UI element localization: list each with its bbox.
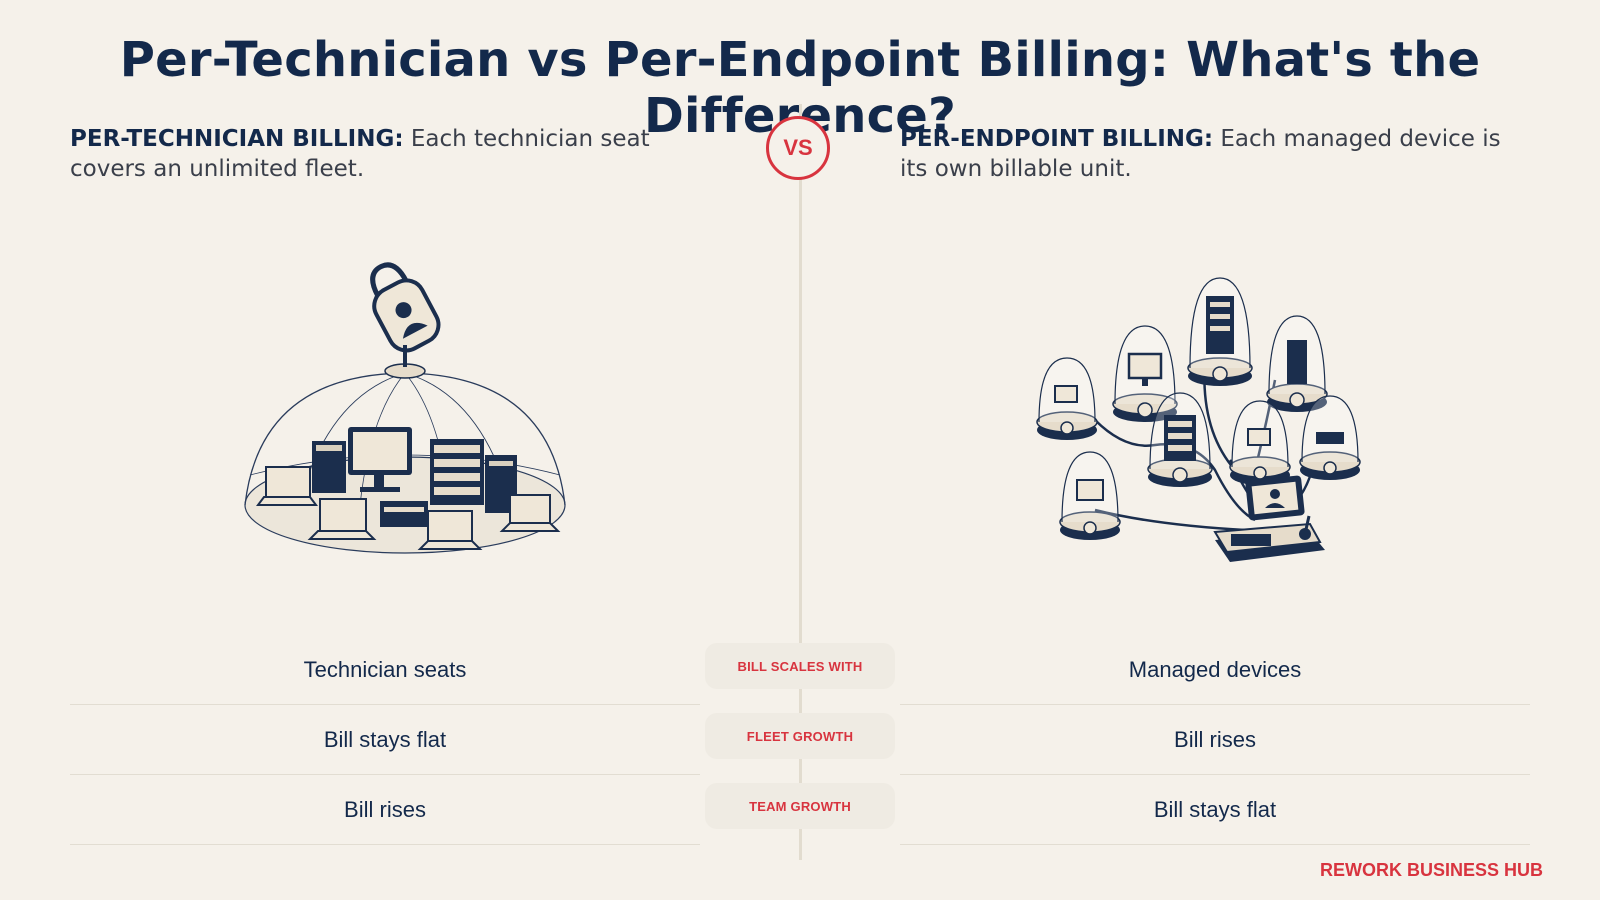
left-heading-text: Each technician seat covers an unlimited… xyxy=(70,126,650,182)
padlock-dome-illustration xyxy=(244,262,566,554)
right-row-fleet: Bill rises xyxy=(900,705,1530,775)
technician-console xyxy=(1213,475,1325,562)
left-heading: PER-TECHNICIAN BILLING: Each technician … xyxy=(70,124,700,184)
left-row-team: Bill rises xyxy=(70,775,700,845)
device-domes xyxy=(1036,277,1361,540)
right-heading-lead: PER-ENDPOINT BILLING: xyxy=(900,126,1214,152)
label-bill-scales-with: BILL SCALES WITH xyxy=(705,643,895,689)
left-heading-lead: PER-TECHNICIAN BILLING: xyxy=(70,126,404,152)
right-row-team: Bill stays flat xyxy=(900,775,1530,845)
metered-devices-illustration xyxy=(1036,277,1361,562)
right-heading-text: Each managed device is its own billable … xyxy=(900,126,1501,182)
brand-label: REWORK BUSINESS HUB xyxy=(1319,860,1543,880)
left-row-scales: Technician seats xyxy=(70,635,700,705)
left-row-fleet: Bill stays flat xyxy=(70,705,700,775)
label-fleet-growth: FLEET GROWTH xyxy=(705,713,895,759)
label-team-growth: TEAM GROWTH xyxy=(705,783,895,829)
center-divider xyxy=(799,104,802,860)
vs-badge: VS xyxy=(766,116,830,180)
right-heading: PER-ENDPOINT BILLING: Each managed devic… xyxy=(900,124,1530,184)
right-row-scales: Managed devices xyxy=(900,635,1530,705)
